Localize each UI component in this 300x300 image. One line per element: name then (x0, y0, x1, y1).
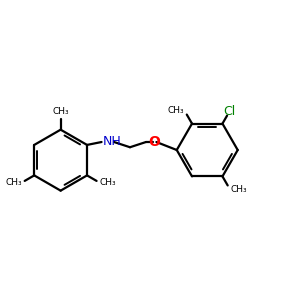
Text: CH₃: CH₃ (230, 185, 247, 194)
Text: Cl: Cl (223, 105, 236, 118)
Text: NH: NH (103, 135, 122, 148)
Text: CH₃: CH₃ (168, 106, 184, 115)
Text: CH₃: CH₃ (100, 178, 116, 187)
Text: O: O (149, 135, 161, 149)
Text: CH₃: CH₃ (52, 107, 69, 116)
Text: CH₃: CH₃ (5, 178, 22, 187)
